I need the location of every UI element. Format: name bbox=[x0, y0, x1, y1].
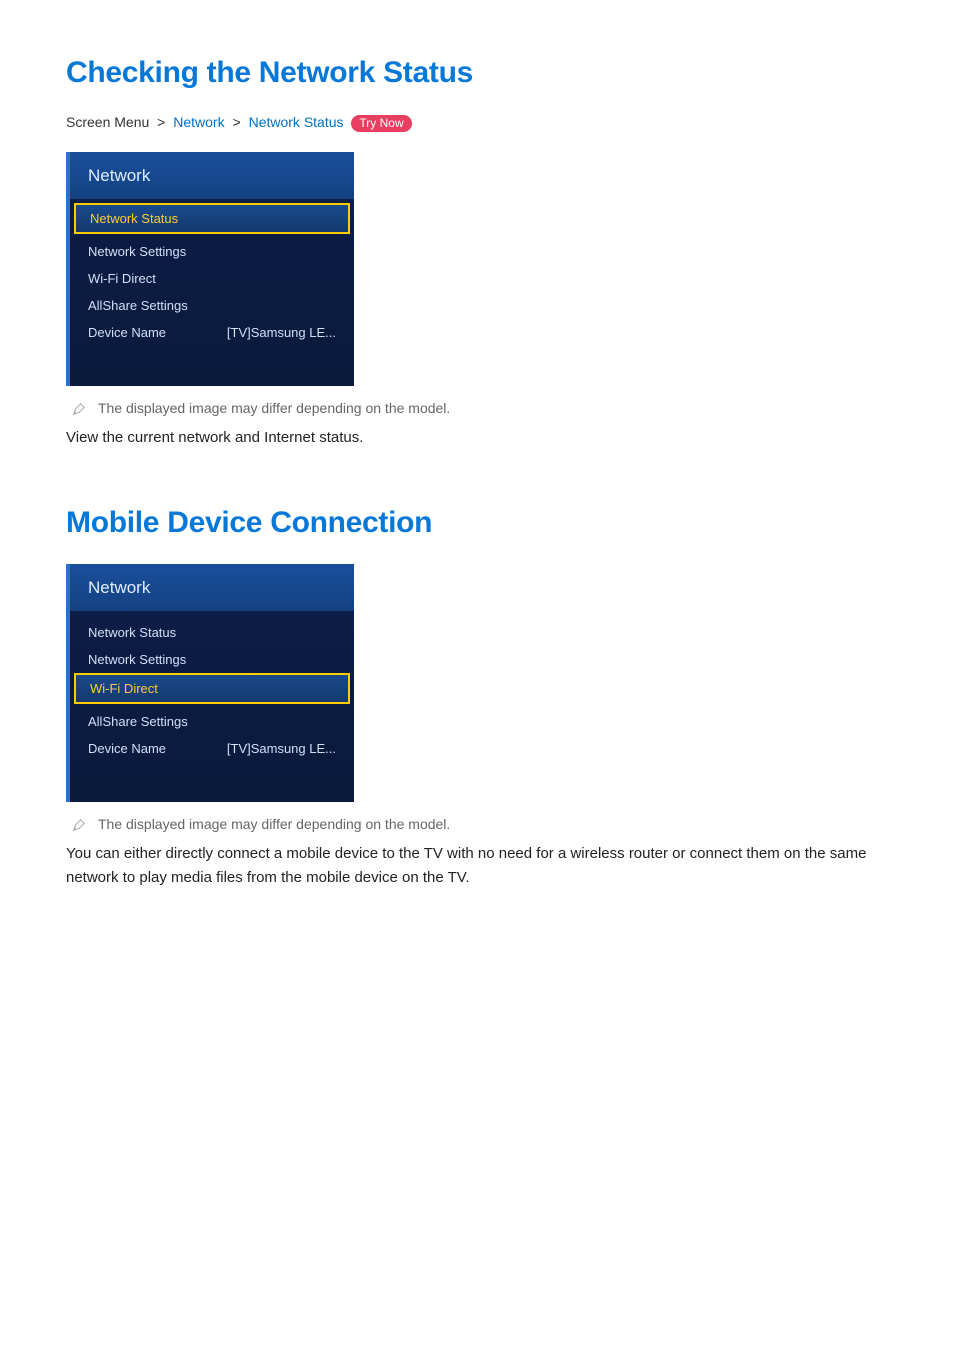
menu-item-allshare-settings[interactable]: AllShare Settings bbox=[70, 292, 354, 319]
menu-panel-body: Network Status Network Settings Wi-Fi Di… bbox=[70, 199, 354, 386]
menu-item-label: Network Settings bbox=[88, 652, 186, 667]
breadcrumb: Screen Menu > Network > Network Status T… bbox=[66, 114, 888, 132]
note-row: The displayed image may differ depending… bbox=[66, 400, 888, 416]
pencil-icon bbox=[72, 402, 86, 416]
menu-panel-body: Network Status Network Settings Wi-Fi Di… bbox=[70, 611, 354, 802]
breadcrumb-root: Screen Menu bbox=[66, 114, 149, 130]
menu-item-network-settings[interactable]: Network Settings bbox=[70, 646, 354, 673]
menu-item-label: Network Status bbox=[90, 211, 178, 226]
menu-item-allshare-settings[interactable]: AllShare Settings bbox=[70, 708, 354, 735]
menu-item-wifi-direct[interactable]: Wi-Fi Direct bbox=[74, 673, 350, 704]
network-menu-panel: Network Network Status Network Settings … bbox=[66, 152, 354, 386]
menu-item-device-name[interactable]: Device Name [TV]Samsung LE... bbox=[70, 319, 354, 346]
menu-item-label: AllShare Settings bbox=[88, 714, 188, 729]
menu-item-network-status[interactable]: Network Status bbox=[70, 619, 354, 646]
section-title: Mobile Device Connection bbox=[66, 506, 888, 540]
menu-item-label: AllShare Settings bbox=[88, 298, 188, 313]
note-row: The displayed image may differ depending… bbox=[66, 816, 888, 832]
body-text: You can either directly connect a mobile… bbox=[66, 842, 888, 890]
pencil-icon bbox=[72, 818, 86, 832]
menu-item-value: [TV]Samsung LE... bbox=[227, 741, 336, 756]
menu-item-label: Device Name bbox=[88, 325, 166, 340]
section-title: Checking the Network Status bbox=[66, 56, 888, 90]
breadcrumb-level-2[interactable]: Network Status bbox=[249, 114, 344, 130]
menu-item-network-status[interactable]: Network Status bbox=[74, 203, 350, 234]
menu-item-device-name[interactable]: Device Name [TV]Samsung LE... bbox=[70, 735, 354, 762]
menu-item-network-settings[interactable]: Network Settings bbox=[70, 238, 354, 265]
body-text: View the current network and Internet st… bbox=[66, 426, 888, 450]
breadcrumb-level-1[interactable]: Network bbox=[173, 114, 224, 130]
network-menu-panel: Network Network Status Network Settings … bbox=[66, 564, 354, 802]
menu-item-label: Network Status bbox=[88, 625, 176, 640]
try-now-badge[interactable]: Try Now bbox=[351, 115, 411, 132]
menu-item-label: Wi-Fi Direct bbox=[90, 681, 158, 696]
menu-panel-header: Network bbox=[70, 152, 354, 199]
menu-item-label: Network Settings bbox=[88, 244, 186, 259]
menu-item-label: Device Name bbox=[88, 741, 166, 756]
note-text: The displayed image may differ depending… bbox=[98, 400, 450, 416]
breadcrumb-separator: > bbox=[233, 114, 241, 130]
menu-item-wifi-direct[interactable]: Wi-Fi Direct bbox=[70, 265, 354, 292]
note-text: The displayed image may differ depending… bbox=[98, 816, 450, 832]
menu-item-value: [TV]Samsung LE... bbox=[227, 325, 336, 340]
menu-item-label: Wi-Fi Direct bbox=[88, 271, 156, 286]
menu-panel-header: Network bbox=[70, 564, 354, 611]
breadcrumb-separator: > bbox=[157, 114, 165, 130]
